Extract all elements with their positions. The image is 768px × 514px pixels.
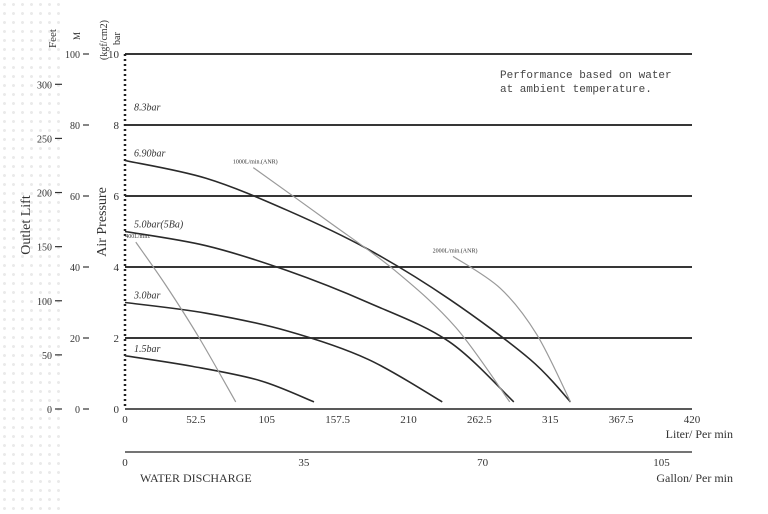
feet-tick-label: 150 bbox=[37, 243, 52, 254]
grid-layer bbox=[125, 53, 692, 339]
air-consumption-label: 400L/min. bbox=[125, 234, 151, 240]
liter-tick-label: 420 bbox=[684, 414, 701, 426]
pressure-tick-label: 2 bbox=[114, 333, 120, 345]
liter-tick-label: 0 bbox=[122, 414, 128, 426]
pressure-tick-label: 4 bbox=[114, 262, 120, 274]
gallon-tick-label: 0 bbox=[122, 457, 128, 469]
feet-tick-label: 300 bbox=[37, 80, 52, 91]
pressure-tick-label: 0 bbox=[114, 404, 120, 416]
pressure-curve bbox=[124, 230, 515, 403]
pressure-tick-label: 8 bbox=[114, 120, 120, 132]
meter-tick-label: 100 bbox=[65, 50, 80, 61]
pressure-curve-label: 6.90bar bbox=[134, 149, 166, 160]
background-dot-pattern bbox=[0, 0, 60, 514]
air-consumption-label: 2000L/min.(ANR) bbox=[433, 247, 478, 254]
feet-tick-label: 50 bbox=[42, 351, 52, 362]
air-pressure-axis-label: Air Pressure bbox=[95, 187, 110, 257]
air-consumption-label: 1000L/min.(ANR) bbox=[233, 159, 278, 166]
pressure-curve-label: 5.0bar(5Ba) bbox=[134, 220, 184, 231]
liter-tick-label: 157.5 bbox=[325, 414, 350, 426]
x-axis-gallon-label: Gallon/ Per min bbox=[656, 471, 733, 485]
pressure-tick-label: 10 bbox=[108, 49, 120, 61]
liter-tick-label: 52.5 bbox=[186, 414, 206, 426]
feet-tick-label: 200 bbox=[37, 189, 52, 200]
note-line-2: at ambient temperature. bbox=[500, 84, 652, 96]
meter-tick-label: 40 bbox=[70, 263, 80, 274]
feet-tick-label: 250 bbox=[37, 134, 52, 145]
feet-unit-label: Feet bbox=[47, 29, 59, 48]
air-consumption-curve bbox=[252, 167, 511, 403]
gallon-tick-label: 105 bbox=[653, 457, 670, 469]
meter-tick-label: 80 bbox=[70, 121, 80, 132]
air-consumption-curve bbox=[452, 255, 572, 403]
liter-tick-label: 105 bbox=[259, 414, 276, 426]
liter-tick-label: 262.5 bbox=[467, 414, 492, 426]
x-axis-liter-label: Liter/ Per min bbox=[666, 427, 733, 441]
liter-tick-label: 367.5 bbox=[609, 414, 634, 426]
curve-layer bbox=[124, 159, 572, 403]
pressure-curve bbox=[124, 354, 315, 403]
gallon-tick-label: 35 bbox=[298, 457, 310, 469]
pressure-unit-bar-label: bar bbox=[112, 32, 123, 45]
axis-layer bbox=[55, 53, 692, 453]
pressure-curve-label: 8.3bar bbox=[134, 102, 161, 113]
pressure-tick-label: 6 bbox=[114, 191, 120, 203]
meter-tick-label: 20 bbox=[70, 334, 80, 345]
water-discharge-label: WATER DISCHARGE bbox=[140, 471, 252, 485]
pressure-curve-label: 3.0bar bbox=[133, 291, 161, 302]
pressure-curve-label: 1.5bar bbox=[134, 344, 161, 355]
liter-tick-label: 210 bbox=[400, 414, 417, 426]
meter-unit-label: M bbox=[72, 32, 82, 40]
meter-tick-label: 0 bbox=[75, 405, 80, 416]
air-consumption-curve bbox=[135, 241, 237, 403]
feet-tick-label: 0 bbox=[47, 405, 52, 416]
note-line-1: Performance based on water bbox=[500, 70, 672, 82]
feet-tick-label: 100 bbox=[37, 297, 52, 308]
pressure-curve bbox=[124, 301, 443, 403]
outlet-lift-axis-label: Outlet Lift bbox=[19, 195, 34, 255]
gallon-tick-label: 70 bbox=[477, 457, 489, 469]
meter-tick-label: 60 bbox=[70, 192, 80, 203]
pressure-unit-label: (kgf/cm2) bbox=[99, 20, 110, 60]
liter-tick-label: 315 bbox=[542, 414, 559, 426]
